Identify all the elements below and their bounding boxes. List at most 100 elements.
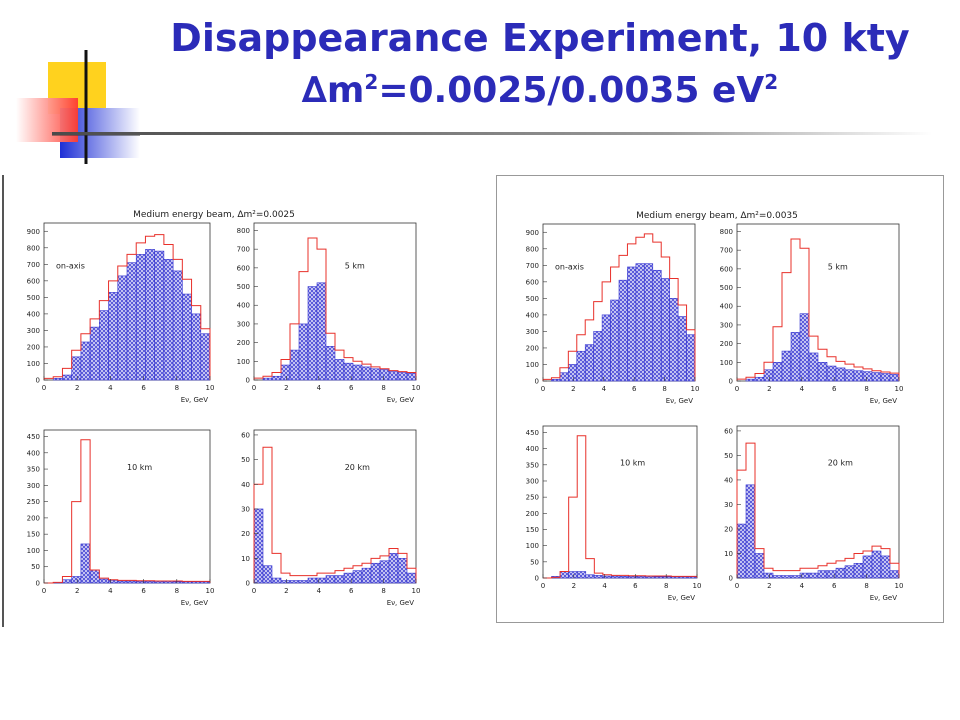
x-tick-label: 0 bbox=[42, 384, 46, 392]
observed-bar bbox=[880, 373, 891, 382]
observed-bar bbox=[262, 377, 273, 381]
observed-bar bbox=[280, 580, 291, 584]
x-tick-label: 0 bbox=[541, 385, 545, 393]
observed-bar bbox=[871, 550, 882, 579]
x-tick-label: 10 bbox=[412, 384, 421, 392]
x-axis-label: Eν, GeV bbox=[666, 397, 694, 405]
y-tick-label: 400 bbox=[526, 311, 539, 319]
observed-bar bbox=[671, 576, 681, 579]
x-tick-label: 4 bbox=[108, 384, 113, 392]
x-tick-label: 2 bbox=[284, 587, 288, 595]
y-tick-label: 700 bbox=[526, 262, 539, 270]
observed-bar bbox=[182, 293, 192, 381]
observed-bar bbox=[799, 313, 810, 382]
observed-bar bbox=[817, 570, 828, 579]
x-tick-label: 10 bbox=[691, 385, 700, 393]
observed-bar bbox=[361, 567, 372, 584]
observed-bar bbox=[62, 374, 72, 381]
y-tick-label: 0 bbox=[729, 575, 733, 583]
y-tick-label: 500 bbox=[526, 295, 539, 303]
observed-bar bbox=[835, 567, 846, 579]
x-tick-label: 2 bbox=[75, 384, 79, 392]
y-tick-label: 700 bbox=[237, 246, 250, 254]
observed-bar bbox=[611, 575, 621, 579]
panel-label: 10 km bbox=[620, 459, 645, 468]
observed-bar bbox=[370, 368, 381, 381]
observed-bar bbox=[686, 334, 696, 382]
observed-bar bbox=[559, 372, 569, 382]
x-axis-label: Eν, GeV bbox=[181, 396, 209, 404]
observed-bar bbox=[844, 565, 855, 579]
observed-bar bbox=[71, 356, 82, 381]
observed-bar bbox=[618, 279, 628, 382]
observed-bar bbox=[117, 580, 128, 584]
observed-bar bbox=[262, 565, 273, 584]
observed-bar bbox=[645, 576, 655, 579]
observed-bar bbox=[307, 577, 318, 584]
observed-bar bbox=[871, 372, 882, 382]
observed-bar bbox=[172, 270, 183, 381]
y-tick-label: 60 bbox=[724, 427, 733, 435]
panel-label: 5 km bbox=[345, 262, 365, 271]
observed-bar bbox=[172, 581, 183, 584]
observed-bar bbox=[826, 570, 837, 579]
observed-bar bbox=[602, 575, 612, 579]
expected-histogram-line bbox=[43, 234, 211, 380]
observed-bar bbox=[568, 571, 578, 579]
observed-bar bbox=[745, 378, 756, 382]
panel-label: on-axis bbox=[56, 262, 85, 271]
y-tick-label: 200 bbox=[526, 510, 539, 518]
x-tick-label: 8 bbox=[381, 587, 385, 595]
observed-bar bbox=[662, 576, 672, 579]
observed-bar bbox=[154, 581, 165, 584]
x-tick-label: 8 bbox=[175, 587, 179, 595]
x-tick-label: 10 bbox=[895, 582, 904, 590]
observed-bar bbox=[298, 323, 309, 381]
y-tick-label: 200 bbox=[526, 344, 539, 352]
observed-bar bbox=[298, 580, 309, 584]
x-tick-label: 6 bbox=[832, 385, 837, 393]
y-tick-label: 0 bbox=[36, 377, 40, 385]
y-tick-label: 10 bbox=[241, 555, 250, 563]
x-tick-label: 10 bbox=[895, 385, 904, 393]
observed-bar bbox=[99, 310, 109, 381]
observed-bar bbox=[343, 362, 354, 381]
observed-bar bbox=[352, 570, 363, 584]
histogram-panel-on-axis: 0 100 200 300 400 500 600 700 800 900 0 2 4 6 8 10 Eν, G… bbox=[27, 222, 215, 404]
slide-title-line2: ∆m2=0.0025/0.0035 eV2 bbox=[140, 70, 940, 111]
y-tick-label: 0 bbox=[535, 378, 539, 386]
x-tick-label: 10 bbox=[693, 582, 702, 590]
observed-bar bbox=[397, 372, 408, 381]
observed-bar bbox=[145, 581, 155, 584]
title-exponent-1: 2 bbox=[364, 70, 379, 94]
observed-bar bbox=[817, 362, 828, 382]
y-tick-label: 350 bbox=[526, 461, 539, 469]
x-tick-label: 2 bbox=[75, 587, 79, 595]
x-tick-label: 10 bbox=[206, 384, 215, 392]
observed-bar bbox=[736, 523, 747, 579]
y-tick-label: 50 bbox=[241, 456, 250, 464]
observed-bar bbox=[781, 350, 792, 382]
y-tick-label: 400 bbox=[27, 449, 40, 457]
observed-bar bbox=[307, 286, 318, 381]
y-tick-label: 30 bbox=[241, 505, 250, 513]
histogram-panel-20-km: 0 10 20 30 40 50 60 0 2 4 6 8 10 Eν, GeV 20 km bbox=[724, 425, 904, 602]
observed-bar bbox=[862, 371, 873, 382]
y-tick-label: 800 bbox=[27, 244, 40, 252]
y-tick-label: 500 bbox=[237, 283, 250, 291]
observed-bar bbox=[772, 575, 783, 579]
observed-bar bbox=[610, 299, 620, 382]
y-tick-label: 100 bbox=[27, 360, 40, 368]
observed-bar bbox=[289, 580, 300, 584]
y-tick-label: 300 bbox=[27, 327, 40, 335]
y-tick-label: 700 bbox=[720, 247, 733, 255]
observed-bar bbox=[71, 576, 82, 584]
observed-bar bbox=[653, 576, 664, 579]
observed-bar bbox=[108, 292, 119, 381]
y-tick-label: 600 bbox=[237, 264, 250, 272]
x-axis-label: Eν, GeV bbox=[870, 594, 898, 602]
x-axis-label: Eν, GeV bbox=[668, 594, 696, 602]
panel-label: 10 km bbox=[127, 463, 152, 472]
observed-bar bbox=[585, 574, 595, 579]
figure-title: Medium energy beam, ∆m²=0.0035 bbox=[636, 211, 798, 221]
